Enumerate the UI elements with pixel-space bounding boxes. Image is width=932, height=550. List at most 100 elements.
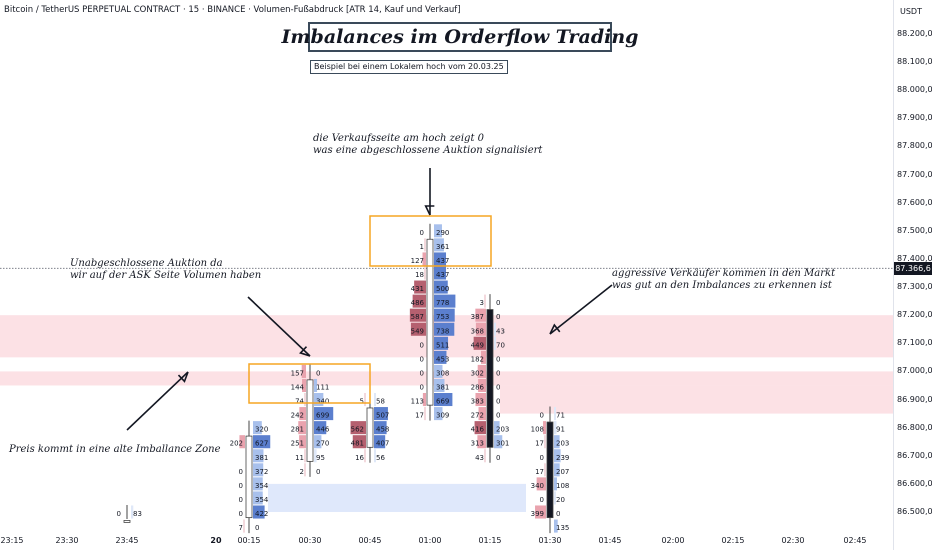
buy-volume-label: 290 — [436, 229, 449, 237]
time-tick-label: 01:00 — [418, 536, 442, 545]
price-tick-label: 87.300,0 — [897, 282, 932, 292]
buy-volume-bar — [314, 449, 317, 463]
sell-volume-label: 0 — [239, 468, 243, 476]
sell-volume-label: 0 — [420, 355, 424, 363]
symbol-header[interactable]: Bitcoin / TetherUS PERPETUAL CONTRACT · … — [4, 5, 461, 15]
sell-volume-bar — [478, 407, 486, 421]
buy-volume-label: 203 — [556, 440, 569, 448]
sell-volume-label: 0 — [117, 510, 121, 518]
buy-volume-bar — [434, 322, 455, 336]
buy-volume-label: 699 — [316, 412, 329, 420]
sell-volume-bar — [409, 308, 426, 322]
sell-volume-label: 449 — [471, 341, 484, 349]
sell-volume-label: 399 — [531, 510, 544, 518]
buy-volume-bar — [434, 378, 445, 392]
sell-volume-label: 416 — [471, 426, 485, 434]
price-tick-label: 87.500,0 — [897, 225, 932, 235]
buy-volume-bar — [434, 364, 443, 378]
sell-volume-label: 281 — [291, 426, 304, 434]
buy-volume-label: 354 — [255, 482, 269, 490]
time-tick-label: 01:15 — [478, 536, 502, 545]
sell-volume-bar — [239, 435, 245, 449]
buy-volume-bar — [434, 407, 443, 421]
candle-body[interactable] — [546, 421, 554, 519]
sell-volume-label: 17 — [535, 440, 544, 448]
candle-body[interactable] — [426, 238, 434, 406]
time-tick-label: 00:45 — [358, 536, 382, 545]
buy-volume-bar — [434, 393, 453, 407]
buy-volume-bar — [554, 477, 557, 491]
sell-volume-label: 7 — [239, 524, 243, 532]
arrow-bottom-left — [126, 371, 189, 431]
buy-volume-label: 83 — [133, 510, 142, 518]
sell-volume-label: 2 — [300, 468, 304, 476]
buy-volume-label: 0 — [496, 355, 500, 363]
sell-volume-label: 5 — [360, 398, 364, 406]
buy-volume-label: 71 — [556, 412, 565, 420]
sell-volume-label: 127 — [411, 257, 424, 265]
sell-volume-bar — [304, 463, 306, 477]
title-box: Imbalances im Orderflow Trading — [282, 22, 638, 52]
sell-volume-label: 0 — [239, 482, 243, 490]
sell-volume-label: 431 — [411, 285, 424, 293]
sell-volume-label: 18 — [415, 271, 424, 279]
time-tick-label: 00:30 — [298, 536, 322, 545]
imbalance-zone-middle — [0, 371, 893, 386]
buy-volume-label: 0 — [316, 369, 320, 377]
sell-volume-bar — [350, 421, 366, 435]
sell-volume-bar — [422, 393, 426, 407]
buy-volume-label: 511 — [436, 341, 449, 349]
price-tick-label: 87.800,0 — [897, 141, 932, 151]
sell-volume-label: 0 — [540, 412, 544, 420]
sell-volume-label: 587 — [411, 313, 424, 321]
sell-volume-bar — [364, 393, 366, 407]
buy-volume-label: 0 — [496, 412, 500, 420]
candle-body[interactable] — [366, 407, 374, 448]
sell-volume-label: 3 — [480, 299, 484, 307]
sell-volume-label: 144 — [291, 384, 305, 392]
sell-volume-bar — [243, 519, 245, 533]
buy-volume-bar — [494, 336, 496, 350]
sell-volume-bar — [424, 407, 426, 421]
buy-volume-bar — [253, 449, 264, 463]
time-tick-label: 02:30 — [781, 536, 805, 545]
sell-volume-bar — [301, 364, 306, 378]
buy-volume-label: 372 — [255, 468, 268, 476]
candle-body[interactable] — [123, 520, 131, 523]
buy-volume-label: 753 — [436, 313, 449, 321]
buy-volume-label: 58 — [376, 398, 385, 406]
currency-label[interactable]: USDT — [900, 7, 922, 16]
buy-volume-label: 446 — [316, 426, 330, 434]
buy-volume-bar — [434, 266, 447, 280]
buy-volume-bar — [314, 378, 318, 392]
sell-volume-label: 0 — [420, 229, 424, 237]
buy-volume-bar — [253, 463, 264, 477]
buy-volume-bar — [554, 463, 560, 477]
price-axis[interactable] — [893, 0, 932, 550]
candle-body[interactable] — [486, 309, 494, 448]
price-tick-label: 87.900,0 — [897, 113, 932, 123]
buy-volume-bar — [434, 224, 442, 238]
sell-volume-label: 17 — [415, 412, 424, 420]
candle-body[interactable] — [245, 435, 253, 519]
buy-volume-label: 500 — [436, 285, 449, 293]
price-tick-label: 88.200,0 — [897, 29, 932, 38]
candle-body[interactable] — [306, 379, 314, 462]
buy-volume-bar — [374, 435, 386, 449]
price-tick-label: 87.400,0 — [897, 253, 932, 263]
sell-volume-label: 11 — [295, 454, 304, 462]
buy-volume-label: 0 — [496, 299, 500, 307]
buy-volume-label: 0 — [496, 313, 500, 321]
time-tick-label: 23:30 — [55, 536, 79, 545]
sell-volume-label: 251 — [291, 440, 304, 448]
sell-volume-bar — [535, 505, 546, 519]
sell-volume-bar — [302, 378, 306, 392]
annotation-right: aggressive Verkäufer kommen in den Markt… — [612, 268, 836, 291]
buy-volume-label: 381 — [255, 454, 268, 462]
buy-volume-label: 309 — [436, 412, 449, 420]
sell-volume-label: 16 — [355, 454, 364, 462]
sell-volume-bar — [543, 421, 546, 435]
annotation-left: Unabgeschlossene Auktion da wir auf der … — [70, 258, 262, 281]
